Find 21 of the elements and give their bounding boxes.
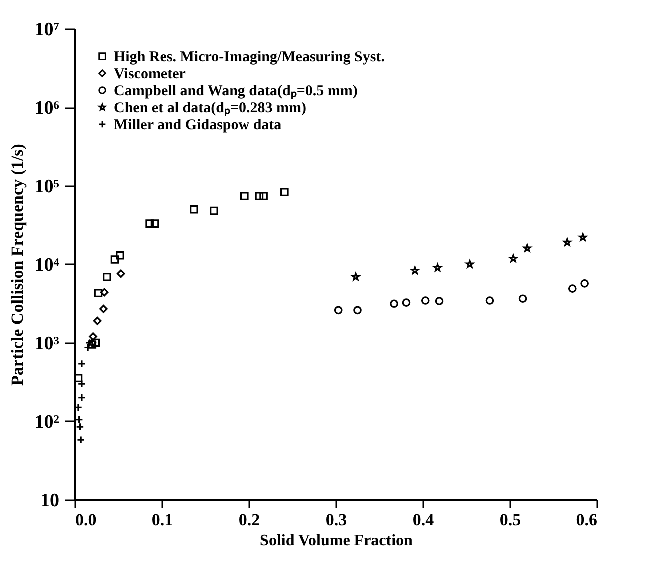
x-tick-label: 0.4	[412, 510, 435, 530]
x-tick-label: 0.1	[152, 510, 174, 530]
legend-label: Miller and Gidaspow data	[114, 118, 282, 134]
legend-label: High Res. Micro-Imaging/Measuring Syst.	[114, 50, 386, 66]
y-tick-label: 10⁶	[34, 98, 60, 119]
y-tick-label: 10³	[34, 334, 60, 354]
x-tick-label: 0.5	[500, 510, 522, 530]
legend-label: Viscometer	[114, 66, 186, 82]
x-tick-label: 0.3	[326, 510, 348, 530]
x-tick-label: 0.0	[76, 510, 97, 530]
legend-label: Campbell and Wang data(dₚ=0.5 mm)	[114, 84, 358, 100]
x-tick-label: 0.6	[576, 510, 598, 530]
y-tick-label: 10⁴	[34, 255, 60, 276]
legend-label: Chen et al data(dₚ=0.283 mm)	[114, 100, 306, 116]
y-tick-label: 10	[40, 490, 60, 512]
x-axis-title: Solid Volume Fraction	[260, 532, 414, 550]
y-tick-label: 10⁷	[34, 20, 60, 40]
y-axis-title: Particle Collision Frequency (1/s)	[8, 144, 27, 386]
y-tick-label: 10⁵	[34, 176, 60, 198]
x-tick-label: 0.2	[238, 510, 260, 530]
y-tick-label: 10²	[34, 412, 60, 433]
